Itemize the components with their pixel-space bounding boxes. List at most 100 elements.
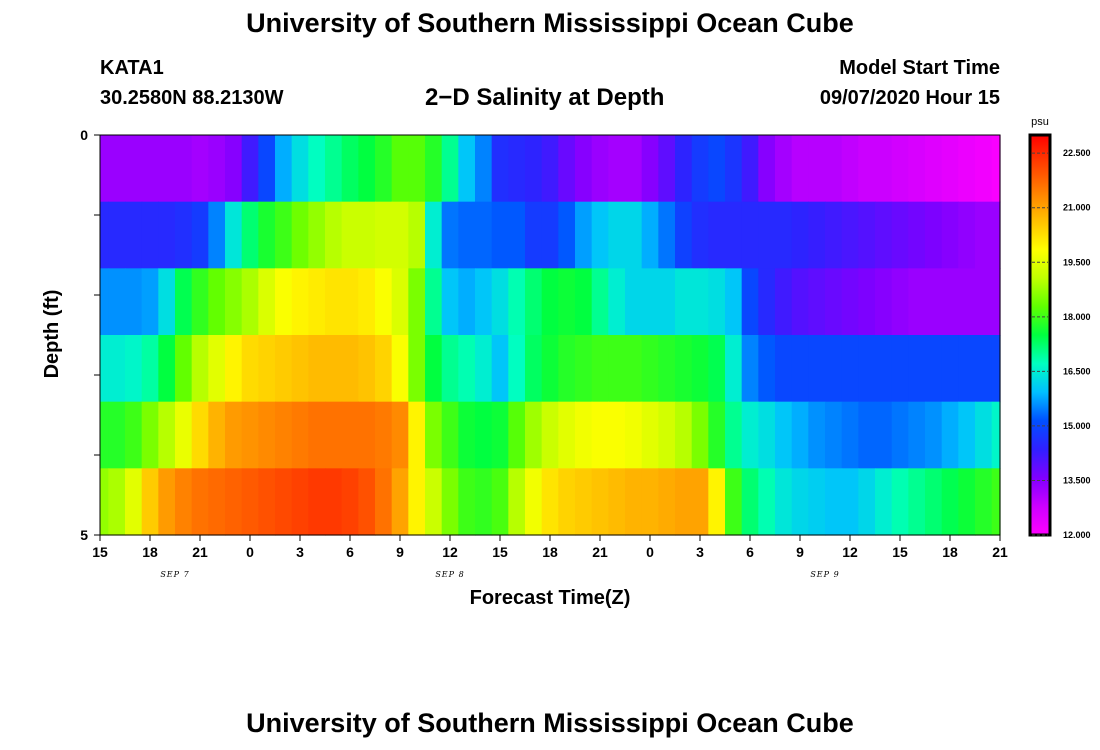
heatmap-cell — [191, 468, 209, 536]
heatmap-cell — [358, 468, 376, 536]
heatmap-cell — [925, 335, 943, 403]
heatmap-cell — [641, 268, 659, 336]
heatmap-cell — [225, 401, 243, 469]
heatmap-cell — [541, 401, 559, 469]
heatmap-cell — [675, 401, 693, 469]
heatmap-cell — [291, 401, 309, 469]
heatmap-cell — [391, 468, 409, 536]
heatmap-cell — [625, 201, 643, 269]
x-tick-label: 18 — [142, 544, 158, 560]
heatmap-cell — [458, 401, 476, 469]
heatmap-cell — [191, 201, 209, 269]
heatmap-cell — [508, 268, 526, 336]
heatmap-cell — [841, 401, 859, 469]
heatmap-cell — [341, 401, 359, 469]
heatmap-cell — [625, 401, 643, 469]
heatmap-cell — [175, 201, 193, 269]
heatmap-cell — [741, 135, 759, 203]
heatmap-cell — [441, 335, 459, 403]
heatmap-cell — [341, 201, 359, 269]
heatmap-cell — [691, 401, 709, 469]
heatmap-cell — [100, 135, 109, 203]
heatmap-cell — [158, 135, 176, 203]
heatmap-cell — [475, 201, 493, 269]
heatmap-cell — [308, 268, 326, 336]
heatmap-cell — [875, 135, 893, 203]
x-tick-label: 3 — [296, 544, 304, 560]
heatmap-cell — [291, 268, 309, 336]
heatmap-cell — [841, 135, 859, 203]
heatmap-cell — [408, 268, 426, 336]
heatmap-cell — [108, 401, 126, 469]
heatmap-cell — [491, 335, 509, 403]
heatmap-cell — [558, 201, 576, 269]
heatmap-cell — [325, 135, 343, 203]
heatmap-cell — [708, 401, 726, 469]
heatmap-cell — [508, 135, 526, 203]
heatmap-cell — [358, 401, 376, 469]
heatmap-cell — [941, 335, 959, 403]
heatmap-cell — [158, 268, 176, 336]
heatmap-cell — [841, 268, 859, 336]
heatmap-cell — [291, 201, 309, 269]
heatmap-cell — [641, 201, 659, 269]
heatmap-cell — [308, 468, 326, 536]
heatmap-cell — [241, 201, 259, 269]
heatmap-cell — [641, 401, 659, 469]
heatmap-cell — [691, 335, 709, 403]
heatmap-cell — [758, 201, 776, 269]
heatmap-cell — [975, 135, 993, 203]
heatmap-cell — [358, 135, 376, 203]
colorbar-gradient — [1028, 133, 1052, 537]
heatmap-cell — [991, 135, 1001, 203]
heatmap-cell — [891, 468, 909, 536]
heatmap-cell — [858, 201, 876, 269]
heatmap-cell — [758, 135, 776, 203]
x-tick-label: 6 — [746, 544, 754, 560]
heatmap-cell — [541, 135, 559, 203]
heatmap-cell — [991, 401, 1001, 469]
heatmap-cell — [241, 335, 259, 403]
heatmap-cell — [100, 201, 109, 269]
heatmap-cell — [258, 135, 276, 203]
heatmap-cell — [258, 335, 276, 403]
y-axis-label: Depth (ft) — [41, 290, 63, 379]
date-label: SEP 9 — [810, 570, 839, 579]
heatmap-cell — [308, 335, 326, 403]
heatmap-cell — [391, 135, 409, 203]
heatmap-cell — [141, 268, 159, 336]
chart-subtitle: 2−D Salinity at Depth — [425, 84, 665, 111]
heatmap-cell — [241, 135, 259, 203]
x-axis-label: Forecast Time(Z) — [470, 587, 631, 609]
heatmap-cell — [100, 268, 109, 336]
heatmap-cell — [108, 201, 126, 269]
heatmap-cell — [908, 268, 926, 336]
heatmap-cell — [458, 201, 476, 269]
heatmap-cell — [191, 268, 209, 336]
heatmap-cell — [358, 201, 376, 269]
heatmap-cell — [908, 201, 926, 269]
heatmap-cell — [175, 268, 193, 336]
heatmap-cell — [491, 201, 509, 269]
heatmap-cell — [708, 468, 726, 536]
heatmap-cell — [358, 268, 376, 336]
x-tick-label: 21 — [592, 544, 608, 560]
heatmap-cell — [658, 401, 676, 469]
heatmap-cell — [991, 201, 1001, 269]
heatmap-cell — [458, 468, 476, 536]
heatmap-cell — [525, 468, 543, 536]
heatmap-cell — [225, 268, 243, 336]
heatmap-cell — [391, 201, 409, 269]
heatmap-cell — [591, 135, 609, 203]
heatmap-cell — [541, 201, 559, 269]
heatmap-cell — [725, 335, 743, 403]
heatmap-cell — [191, 135, 209, 203]
heatmap-cell — [875, 468, 893, 536]
heatmap-cell — [691, 135, 709, 203]
heatmap-cell — [125, 468, 143, 536]
heatmap-cell — [591, 268, 609, 336]
heatmap-cell — [591, 401, 609, 469]
heatmap-cell — [725, 201, 743, 269]
colorbar-tick-label: 12.000 — [1063, 530, 1091, 540]
heatmap-cell — [441, 401, 459, 469]
